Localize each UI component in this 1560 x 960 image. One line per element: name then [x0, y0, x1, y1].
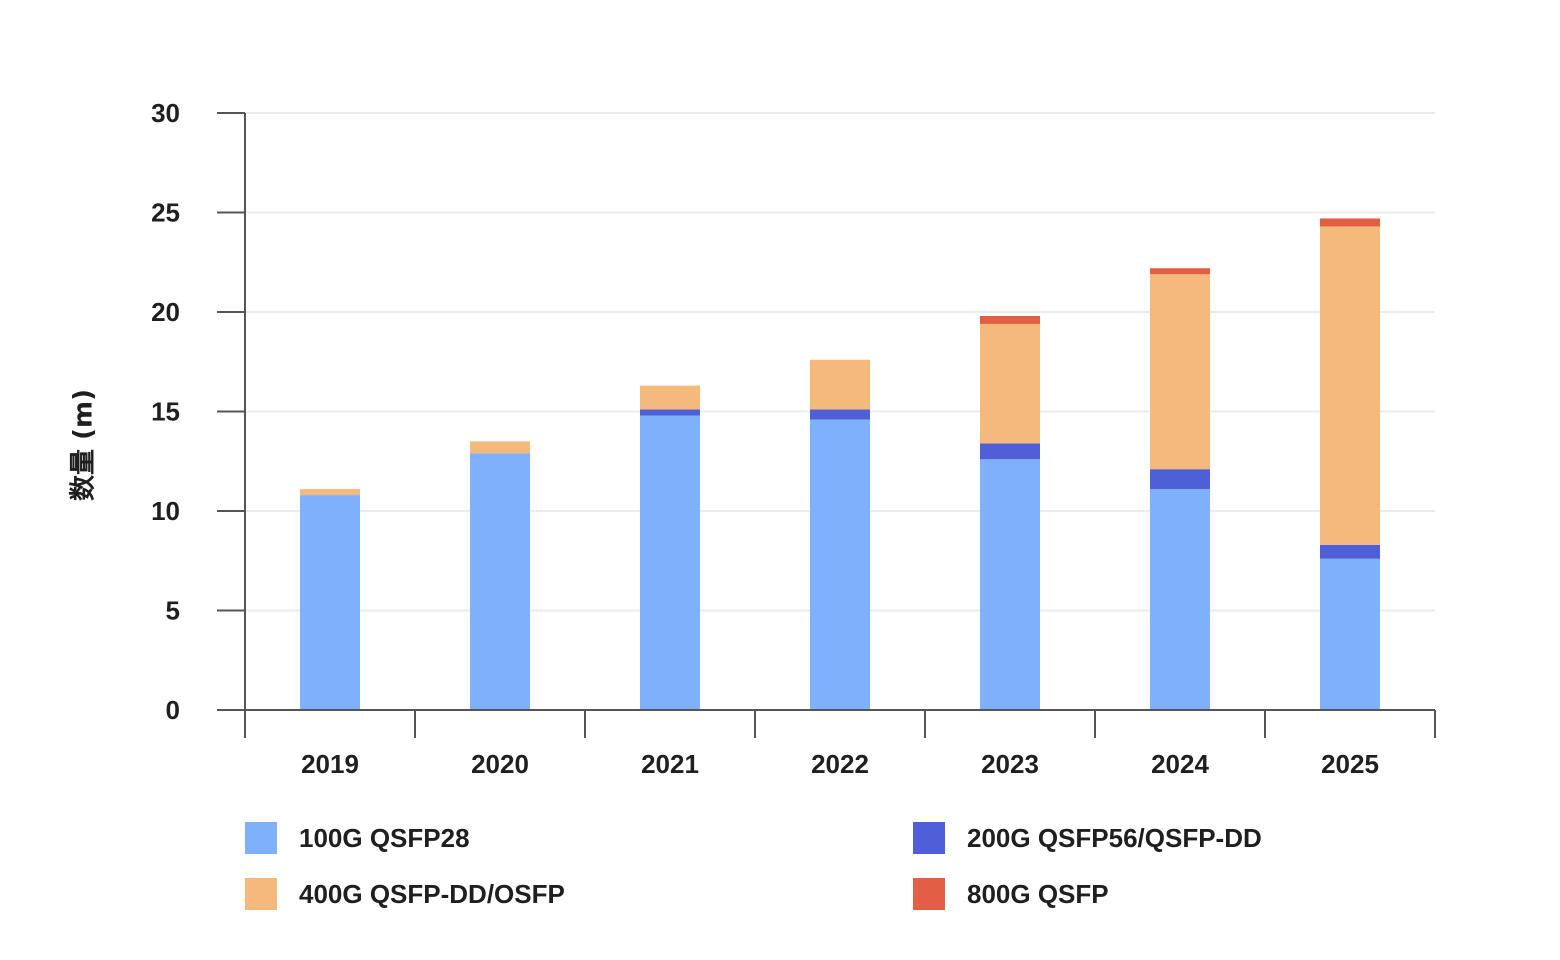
y-tick-label: 10 — [151, 496, 180, 526]
legend-swatch — [913, 822, 945, 854]
legend-label: 200G QSFP56/QSFP-DD — [967, 823, 1262, 853]
bar-segment — [980, 443, 1040, 460]
bar-segment — [470, 453, 530, 710]
bar-segment — [640, 415, 700, 710]
bar-segment — [1150, 274, 1210, 470]
bar-segment — [980, 459, 1040, 710]
legend-swatch — [913, 878, 945, 910]
legend: 100G QSFP28 200G QSFP56/QSFP-DD 400G QSFP-… — [245, 822, 1262, 910]
axes — [217, 112, 1436, 738]
bar-segment — [470, 441, 530, 454]
x-tick-label: 2023 — [981, 749, 1039, 779]
y-tick-labels: 0 5 10 15 20 25 30 — [151, 98, 180, 725]
bar-segment — [640, 409, 700, 416]
bar-segment — [810, 409, 870, 420]
legend-label: 400G QSFP-DD/OSFP — [299, 879, 565, 909]
y-axis-label: 数量 (m) — [69, 389, 99, 501]
y-tick-label: 25 — [151, 198, 180, 228]
x-tick-labels: 2019 2020 2021 2022 2023 2024 2025 — [301, 749, 1379, 779]
bar-segment — [1150, 489, 1210, 710]
legend-swatch — [245, 878, 277, 910]
bar-segment — [980, 315, 1040, 324]
bar-segment — [1150, 469, 1210, 490]
bar-segment — [300, 495, 360, 710]
x-tick-label: 2022 — [811, 749, 869, 779]
bar-segment — [640, 385, 700, 410]
legend-label: 100G QSFP28 — [299, 823, 470, 853]
bar-segment — [300, 489, 360, 496]
y-tick-label: 20 — [151, 297, 180, 327]
bar-segment — [1150, 268, 1210, 275]
bar-segment — [1320, 558, 1380, 710]
legend-label: 800G QSFP — [967, 879, 1109, 909]
x-tick-label: 2025 — [1321, 749, 1379, 779]
y-tick-label: 30 — [151, 98, 180, 128]
y-tick-label: 5 — [166, 596, 180, 626]
x-tick-label: 2024 — [1151, 749, 1209, 779]
bar-segment — [1320, 226, 1380, 545]
y-tick-label: 0 — [166, 695, 180, 725]
x-tick-label: 2021 — [641, 749, 699, 779]
bar-segment — [810, 419, 870, 710]
bar-segment — [1320, 544, 1380, 559]
bar-segment — [980, 323, 1040, 444]
y-tick-label: 15 — [151, 397, 180, 427]
bars — [300, 218, 1380, 710]
x-tick-label: 2019 — [301, 749, 359, 779]
bar-segment — [810, 359, 870, 410]
bar-segment — [1320, 218, 1380, 227]
x-tick-label: 2020 — [471, 749, 529, 779]
legend-swatch — [245, 822, 277, 854]
